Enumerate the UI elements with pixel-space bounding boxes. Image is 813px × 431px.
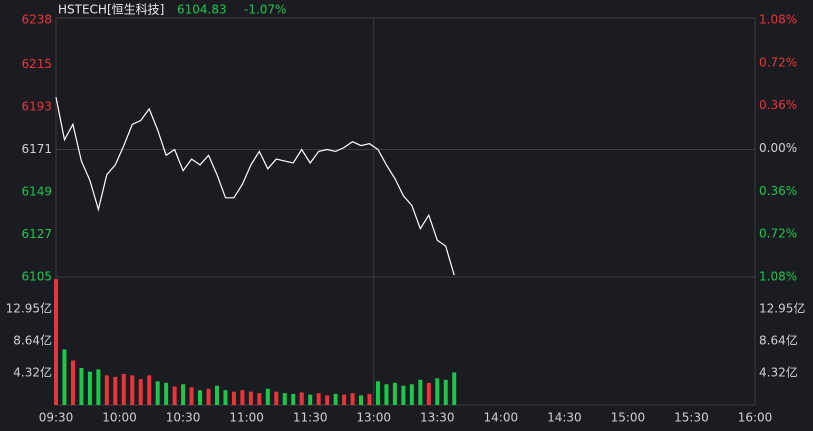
volume-bar xyxy=(231,391,236,405)
y-tick-label: 6215 xyxy=(21,57,52,71)
last-price: 6104.83 xyxy=(177,3,227,17)
volume-bar xyxy=(308,394,313,405)
frame xyxy=(55,17,756,406)
volume-bar xyxy=(104,375,109,405)
volume-bar xyxy=(359,395,364,405)
volume-bar xyxy=(214,385,219,405)
y2-tick-label: 0.36% xyxy=(759,98,797,112)
volume-bar xyxy=(426,382,431,405)
x-tick-label: 13:00 xyxy=(356,411,391,425)
volume-bar xyxy=(257,393,262,405)
y2-tick-label: 0.00% xyxy=(759,141,797,155)
volume-bar xyxy=(62,349,67,405)
volume-bar xyxy=(342,394,347,405)
volume-bar xyxy=(392,382,397,405)
volume-bar xyxy=(299,392,304,405)
volume-bar xyxy=(350,393,355,405)
volume-bar xyxy=(384,384,389,405)
volume-bar xyxy=(325,395,330,405)
y-tick-label: 6238 xyxy=(21,13,52,27)
volume-bar xyxy=(265,388,270,405)
volume-bar xyxy=(87,371,92,405)
y-tick-label: 6193 xyxy=(21,99,52,113)
x-tick-label: 11:30 xyxy=(293,411,328,425)
x-tick-label: 14:00 xyxy=(484,411,519,425)
y2-tick-label: 0.36% xyxy=(759,184,797,198)
y2-tick-label: 0.72% xyxy=(759,227,797,241)
volume-bar xyxy=(443,379,448,405)
volume-bar xyxy=(189,387,194,405)
volume-bar xyxy=(147,375,152,405)
x-tick-label: 10:00 xyxy=(102,411,137,425)
volume-bar xyxy=(181,384,186,405)
y-tick-label: 6105 xyxy=(21,270,52,284)
volume-bar xyxy=(223,390,228,405)
y2-tick-label: 8.64亿 xyxy=(759,333,798,348)
y2-tick-label: 1.08% xyxy=(759,13,797,27)
change-pct: -1.07% xyxy=(244,3,286,17)
index-title: HSTECH[恒生科技] xyxy=(58,3,164,17)
volume-bar xyxy=(375,381,380,405)
y2-tick-label: 4.32亿 xyxy=(759,365,798,380)
volume-bar xyxy=(333,393,338,405)
volume-bar xyxy=(121,373,126,405)
volume-bar xyxy=(138,379,143,405)
volume-bar xyxy=(54,279,58,405)
x-tick-label: 10:30 xyxy=(166,411,201,425)
x-tick-label: 16:00 xyxy=(738,411,773,425)
volume-bar xyxy=(172,386,177,405)
volume-bar xyxy=(70,360,75,405)
volume-bar xyxy=(130,375,135,405)
volume-bar xyxy=(291,393,296,405)
x-tick-label: 15:00 xyxy=(611,411,646,425)
volume-bar xyxy=(316,393,321,405)
volume-bar xyxy=(240,390,245,405)
x-tick-label: 11:00 xyxy=(229,411,264,425)
volume-bar xyxy=(401,385,406,405)
y-tick-label: 4.32亿 xyxy=(13,365,52,380)
volume-bar xyxy=(79,367,84,405)
volume-bar xyxy=(418,379,423,405)
y2-tick-label: 12.95亿 xyxy=(759,301,805,316)
y-tick-label: 6127 xyxy=(21,227,52,241)
y2-tick-label: 1.08% xyxy=(759,270,797,284)
volume-bar xyxy=(282,393,287,405)
volume-bar xyxy=(198,390,203,405)
volume-bar xyxy=(435,378,440,405)
volume-bar xyxy=(367,393,372,405)
x-tick-label: 15:30 xyxy=(674,411,709,425)
volume-bar xyxy=(274,391,279,405)
volume-bar xyxy=(96,369,101,405)
x-tick-label: 13:30 xyxy=(420,411,455,425)
volume-bar xyxy=(206,388,211,405)
volume-bar xyxy=(164,382,169,405)
volume-bar xyxy=(113,376,118,405)
x-tick-label: 09:30 xyxy=(39,411,74,425)
volume-bar xyxy=(452,372,457,405)
y2-tick-label: 0.72% xyxy=(759,55,797,69)
volume-bar xyxy=(248,391,253,405)
y-tick-label: 12.95亿 xyxy=(6,301,52,316)
y-tick-label: 6149 xyxy=(21,184,52,198)
volume-bar xyxy=(155,381,160,405)
volume-bar xyxy=(409,384,414,405)
x-tick-label: 14:30 xyxy=(547,411,582,425)
y-tick-label: 8.64亿 xyxy=(13,333,52,348)
y-tick-label: 6171 xyxy=(21,142,52,156)
price-line xyxy=(55,97,455,276)
